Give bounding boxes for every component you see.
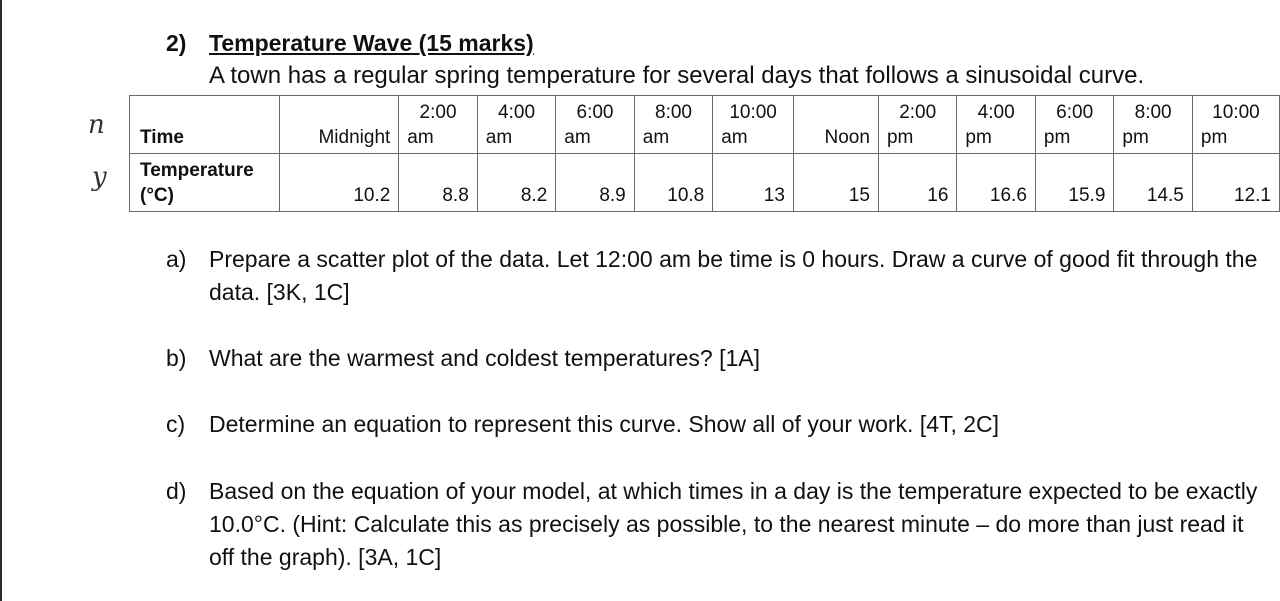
- question-number: 2): [166, 30, 187, 56]
- time-period: am: [485, 127, 513, 148]
- time-value: 6:00: [1056, 102, 1094, 123]
- temperature-value: 15: [792, 153, 879, 212]
- part-letter: b): [166, 345, 187, 371]
- time-value: 8:00: [655, 102, 692, 123]
- time-period: am: [407, 127, 434, 148]
- page-edge-line: [0, 0, 2, 601]
- part-text: Prepare a scatter plot of the data. Let …: [209, 246, 1258, 305]
- temperature-value: 10.2: [279, 153, 400, 212]
- time-cell: Midnight: [279, 95, 400, 154]
- temperature-row: Temperature (°C) 10.2 8.8 8.2 8.9 10.8 13 15 16…: [128, 153, 1280, 212]
- time-value: 10:00: [1212, 102, 1260, 123]
- temperature-value: 13: [712, 153, 794, 212]
- time-period: Midnight: [318, 127, 391, 148]
- temperature-value: 8.9: [555, 153, 635, 212]
- temperature-row-label: Temperature (°C): [128, 153, 281, 212]
- handwritten-mark-n: n: [88, 110, 105, 140]
- time-cell: Noon: [792, 95, 879, 154]
- temperature-value: 10.8: [633, 153, 714, 212]
- time-value: 4:00: [498, 102, 536, 123]
- time-period: pm: [1043, 127, 1071, 148]
- time-cell: 2:00 am: [398, 95, 478, 154]
- time-cell: 4:00 pm: [956, 95, 1036, 154]
- time-cell: 10:00 am: [712, 95, 794, 154]
- handwritten-mark-y: y: [92, 162, 107, 192]
- time-value: 2:00: [899, 102, 937, 123]
- part-text: Based on the equation of your model, at …: [209, 478, 1258, 570]
- time-cell: 4:00 am: [476, 95, 557, 154]
- time-row: Time Midnight 2:00 am 4:00 am 6:00 am 8:00 am 10:…: [128, 95, 1280, 154]
- part-text: What are the warmest and coldest tempera…: [209, 345, 760, 371]
- time-cell: 8:00 am: [633, 95, 714, 154]
- time-period: am: [721, 127, 748, 148]
- time-cell: 10:00 pm: [1191, 95, 1280, 154]
- question-title: Temperature Wave (15 marks): [209, 30, 534, 56]
- time-cell: 8:00 pm: [1113, 95, 1193, 154]
- time-value: 8:00: [1134, 102, 1172, 123]
- time-value: 10:00: [729, 102, 777, 123]
- part-letter: a): [166, 246, 187, 272]
- temperature-value: 16.6: [956, 153, 1036, 212]
- time-row-label: Time: [128, 95, 281, 154]
- part-letter: d): [166, 478, 187, 504]
- part-letter: c): [166, 411, 186, 437]
- temperature-value: 15.9: [1034, 153, 1115, 212]
- time-period: am: [642, 127, 670, 148]
- question-intro: A town has a regular spring temperature …: [209, 62, 1145, 89]
- temperature-value: 16: [877, 153, 958, 212]
- time-cell: 6:00 am: [555, 95, 635, 154]
- time-cell: 2:00 pm: [877, 95, 958, 154]
- time-period: pm: [1200, 127, 1228, 148]
- time-period: pm: [965, 127, 992, 148]
- time-period: pm: [886, 127, 914, 148]
- time-cell: 6:00 pm: [1034, 95, 1115, 154]
- part-text: Determine an equation to represent this …: [209, 411, 1000, 437]
- time-period: pm: [1122, 127, 1149, 148]
- time-period: am: [564, 127, 591, 148]
- time-value: 6:00: [576, 102, 614, 123]
- temperature-table: Time Midnight 2:00 am 4:00 am 6:00 am 8:00 am 10:…: [128, 95, 1280, 212]
- time-period: Noon: [824, 127, 870, 148]
- temperature-value: 8.2: [476, 153, 557, 212]
- temperature-value: 8.8: [398, 153, 478, 212]
- time-value: 2:00: [419, 102, 457, 123]
- time-value: 4:00: [977, 102, 1015, 123]
- question-heading: 2) Temperature Wave (15 marks): [166, 30, 534, 57]
- temperature-value: 14.5: [1113, 153, 1193, 212]
- temperature-value: 12.1: [1191, 153, 1280, 212]
